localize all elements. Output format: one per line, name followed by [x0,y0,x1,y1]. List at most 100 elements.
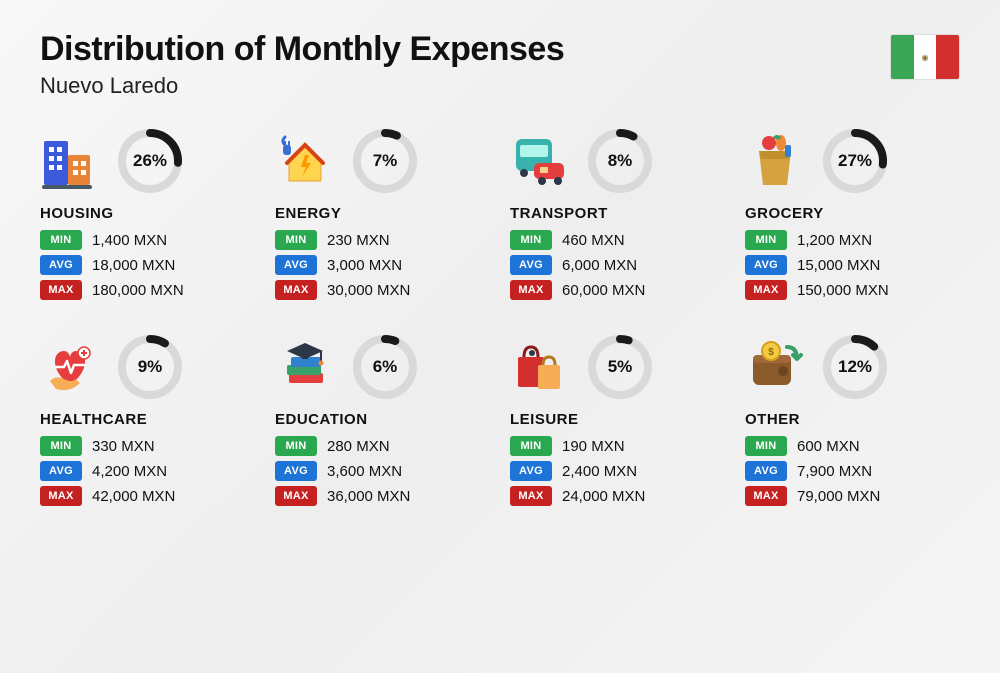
min-value: 330 MXN [92,438,155,455]
header: Distribution of Monthly Expenses Nuevo L… [40,30,960,99]
avg-row: AVG 4,200 MXN [40,461,255,481]
category-card-energy: 7% ENERGY MIN 230 MXN AVG 3,000 MXN MAX … [275,129,490,305]
heart-hand-icon [40,337,100,397]
category-card-education: 6% EDUCATION MIN 280 MXN AVG 3,600 MXN M… [275,335,490,511]
min-value: 460 MXN [562,232,625,249]
max-tag: MAX [745,280,787,300]
avg-row: AVG 18,000 MXN [40,255,255,275]
avg-row: AVG 7,900 MXN [745,461,960,481]
min-row: MIN 230 MXN [275,230,490,250]
min-row: MIN 460 MXN [510,230,725,250]
min-tag: MIN [275,436,317,456]
min-tag: MIN [510,436,552,456]
percent-label: 9% [118,335,182,399]
shopping-bags-icon [510,337,570,397]
percent-label: 6% [353,335,417,399]
max-row: MAX 36,000 MXN [275,486,490,506]
avg-tag: AVG [745,255,787,275]
max-tag: MAX [40,486,82,506]
category-card-healthcare: 9% HEALTHCARE MIN 330 MXN AVG 4,200 MXN … [40,335,255,511]
category-grid: 26% HOUSING MIN 1,400 MXN AVG 18,000 MXN… [40,129,960,511]
percent-donut: 8% [588,129,652,193]
category-card-housing: 26% HOUSING MIN 1,400 MXN AVG 18,000 MXN… [40,129,255,305]
min-value: 190 MXN [562,438,625,455]
percent-donut: 27% [823,129,887,193]
category-title: HEALTHCARE [40,411,255,428]
percent-label: 8% [588,129,652,193]
max-tag: MAX [510,486,552,506]
house-energy-icon [275,131,335,191]
max-tag: MAX [745,486,787,506]
category-card-leisure: 5% LEISURE MIN 190 MXN AVG 2,400 MXN MAX… [510,335,725,511]
max-value: 60,000 MXN [562,282,645,299]
percent-donut: 7% [353,129,417,193]
category-card-other: $ 12% OTHER MIN 600 MXN AVG 7,900 MXN MA… [745,335,960,511]
max-row: MAX 150,000 MXN [745,280,960,300]
avg-value: 18,000 MXN [92,257,175,274]
avg-tag: AVG [40,461,82,481]
min-tag: MIN [510,230,552,250]
avg-row: AVG 15,000 MXN [745,255,960,275]
max-row: MAX 79,000 MXN [745,486,960,506]
avg-row: AVG 2,400 MXN [510,461,725,481]
max-tag: MAX [275,280,317,300]
avg-row: AVG 3,000 MXN [275,255,490,275]
min-value: 600 MXN [797,438,860,455]
max-value: 36,000 MXN [327,488,410,505]
min-value: 230 MXN [327,232,390,249]
percent-label: 12% [823,335,887,399]
max-tag: MAX [40,280,82,300]
percent-label: 26% [118,129,182,193]
category-title: TRANSPORT [510,205,725,222]
percent-label: 27% [823,129,887,193]
bus-car-icon [510,131,570,191]
percent-label: 7% [353,129,417,193]
wallet-arrow-icon: $ [745,337,805,397]
max-row: MAX 42,000 MXN [40,486,255,506]
category-title: HOUSING [40,205,255,222]
avg-value: 6,000 MXN [562,257,637,274]
percent-donut: 12% [823,335,887,399]
category-title: OTHER [745,411,960,428]
avg-value: 3,600 MXN [327,463,402,480]
avg-tag: AVG [510,255,552,275]
min-tag: MIN [40,230,82,250]
avg-tag: AVG [40,255,82,275]
min-value: 1,200 MXN [797,232,872,249]
mexico-flag-icon: ◉ [890,34,960,80]
avg-tag: AVG [510,461,552,481]
avg-value: 15,000 MXN [797,257,880,274]
title-block: Distribution of Monthly Expenses Nuevo L… [40,30,564,99]
avg-value: 3,000 MXN [327,257,402,274]
min-row: MIN 330 MXN [40,436,255,456]
max-value: 150,000 MXN [797,282,889,299]
avg-tag: AVG [745,461,787,481]
min-tag: MIN [745,230,787,250]
percent-donut: 5% [588,335,652,399]
max-tag: MAX [275,486,317,506]
min-row: MIN 1,400 MXN [40,230,255,250]
percent-donut: 26% [118,129,182,193]
min-row: MIN 1,200 MXN [745,230,960,250]
max-row: MAX 60,000 MXN [510,280,725,300]
page-title: Distribution of Monthly Expenses [40,30,564,69]
avg-value: 2,400 MXN [562,463,637,480]
books-cap-icon [275,337,335,397]
min-row: MIN 280 MXN [275,436,490,456]
min-value: 280 MXN [327,438,390,455]
category-title: GROCERY [745,205,960,222]
percent-label: 5% [588,335,652,399]
avg-value: 7,900 MXN [797,463,872,480]
category-title: ENERGY [275,205,490,222]
min-row: MIN 190 MXN [510,436,725,456]
avg-tag: AVG [275,461,317,481]
min-tag: MIN [40,436,82,456]
min-tag: MIN [275,230,317,250]
percent-donut: 9% [118,335,182,399]
category-title: LEISURE [510,411,725,428]
category-card-grocery: 27% GROCERY MIN 1,200 MXN AVG 15,000 MXN… [745,129,960,305]
max-value: 180,000 MXN [92,282,184,299]
grocery-bag-icon [745,131,805,191]
page-subtitle: Nuevo Laredo [40,73,564,99]
max-tag: MAX [510,280,552,300]
